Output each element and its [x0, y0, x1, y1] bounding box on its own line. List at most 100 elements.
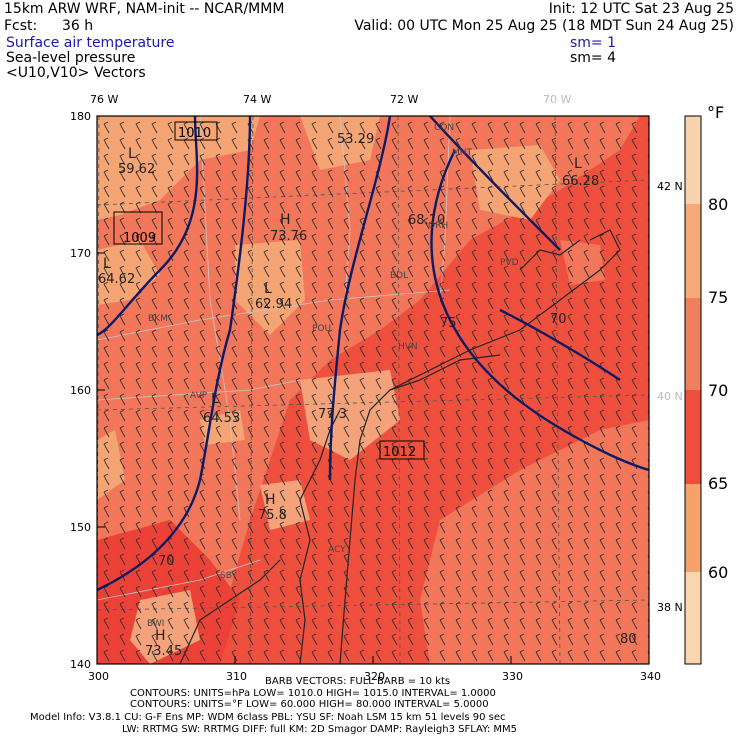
wind-barb [583, 169, 590, 182]
wind-barb [423, 377, 430, 390]
wind-barb [407, 521, 414, 534]
wind-barb [455, 569, 462, 582]
wind-barb [615, 633, 622, 646]
wind-barb [407, 553, 414, 566]
wind-barb [615, 601, 622, 614]
wind-barb [247, 633, 254, 646]
wind-barb [503, 137, 510, 150]
wind-barb [231, 553, 238, 566]
wind-barb [519, 457, 526, 470]
wind-barb [103, 521, 110, 534]
wind-barb [343, 217, 350, 230]
wind-barb [343, 361, 350, 374]
wind-barb [375, 185, 382, 198]
wind-barb [231, 185, 238, 198]
wind-barb [455, 217, 462, 230]
wind-barb [503, 249, 510, 262]
wind-barb [375, 201, 382, 214]
wind-barb [583, 233, 590, 246]
wind-barb [471, 505, 478, 518]
wind-barb [327, 649, 334, 662]
wind-barb [135, 265, 142, 278]
wind-barb [391, 153, 398, 166]
wind-barb [455, 281, 462, 294]
wind-barb [551, 521, 558, 534]
wind-barb [263, 633, 270, 646]
wind-barb [471, 537, 478, 550]
wind-barb [247, 425, 254, 438]
wind-barb [151, 377, 158, 390]
wind-barb [423, 553, 430, 566]
wind-barb [343, 473, 350, 486]
field-label-pressure: Sea-level pressure [6, 50, 136, 66]
wind-barb [311, 441, 318, 454]
wind-barb [407, 313, 414, 326]
wind-barb [375, 313, 382, 326]
wind-barb [119, 329, 126, 342]
wind-barb [439, 473, 446, 486]
wind-barb [471, 457, 478, 470]
wind-barb [311, 137, 318, 150]
wind-barb [327, 569, 334, 582]
wind-barb [503, 505, 510, 518]
wind-barb [551, 249, 558, 262]
wind-barb [247, 281, 254, 294]
wind-barb [167, 377, 174, 390]
wind-barb [183, 537, 190, 550]
wind-barb [535, 169, 542, 182]
wind-barb [583, 121, 590, 134]
wind-barb [423, 217, 430, 230]
wind-barb [247, 553, 254, 566]
wind-barb [615, 409, 622, 422]
wind-barb [631, 249, 638, 262]
wind-barb [391, 441, 398, 454]
wind-barb [295, 649, 302, 662]
wind-barb [599, 169, 606, 182]
wind-barb [135, 297, 142, 310]
wind-barb [567, 297, 574, 310]
wind-barb [631, 201, 638, 214]
svg-text:AVP: AVP [190, 391, 208, 401]
wind-barb [407, 633, 414, 646]
wind-barb [567, 601, 574, 614]
wind-barb [279, 473, 286, 486]
wind-barb [215, 313, 222, 326]
wind-barb [423, 121, 430, 134]
wind-barb [391, 137, 398, 150]
wind-barb [167, 313, 174, 326]
wind-barb [199, 153, 206, 166]
wind-barb [503, 169, 510, 182]
wind-barb [535, 393, 542, 406]
wind-barb [407, 409, 414, 422]
wind-barb [503, 345, 510, 358]
low-marker: L [103, 256, 111, 272]
wind-barb [439, 617, 446, 630]
wind-barb [247, 409, 254, 422]
wind-barb [263, 457, 270, 470]
wind-barb [583, 361, 590, 374]
wind-barb [311, 217, 318, 230]
svg-text:330: 330 [502, 670, 523, 683]
wind-barb [135, 425, 142, 438]
wind-barb [599, 553, 606, 566]
wind-barb [631, 521, 638, 534]
wind-barb [423, 201, 430, 214]
wind-barb [487, 153, 494, 166]
svg-text:160: 160 [70, 384, 91, 397]
wind-barb [391, 201, 398, 214]
svg-text:ORH: ORH [428, 221, 448, 231]
wind-barb [551, 489, 558, 502]
wind-barb [295, 169, 302, 182]
wind-barb [535, 585, 542, 598]
wind-barb [103, 137, 110, 150]
wind-barb [103, 153, 110, 166]
wind-barb [215, 425, 222, 438]
wind-barb [343, 265, 350, 278]
wind-barb [535, 361, 542, 374]
wind-barb [103, 393, 110, 406]
wind-barb [199, 409, 206, 422]
wind-barb [167, 521, 174, 534]
wind-barb [471, 329, 478, 342]
wind-barb [119, 521, 126, 534]
wind-barb [215, 233, 222, 246]
